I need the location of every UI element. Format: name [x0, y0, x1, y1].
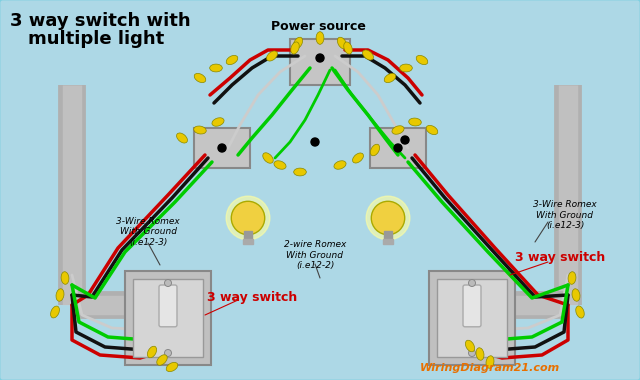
Ellipse shape [274, 161, 286, 169]
Ellipse shape [568, 272, 576, 284]
FancyBboxPatch shape [244, 231, 252, 240]
FancyBboxPatch shape [370, 128, 426, 168]
Circle shape [468, 350, 476, 356]
Ellipse shape [392, 126, 404, 134]
Circle shape [366, 196, 410, 240]
Ellipse shape [194, 73, 206, 82]
Circle shape [468, 280, 476, 287]
Ellipse shape [210, 64, 222, 72]
Ellipse shape [400, 64, 412, 72]
Ellipse shape [291, 42, 300, 54]
Ellipse shape [226, 55, 238, 65]
Ellipse shape [267, 51, 277, 61]
Text: multiple light: multiple light [28, 30, 164, 48]
FancyBboxPatch shape [383, 239, 394, 244]
Circle shape [394, 144, 402, 152]
Ellipse shape [476, 348, 484, 360]
Text: Power source: Power source [271, 20, 365, 33]
FancyBboxPatch shape [159, 285, 177, 327]
Ellipse shape [177, 133, 188, 143]
FancyBboxPatch shape [463, 285, 481, 327]
Ellipse shape [344, 42, 352, 54]
Ellipse shape [194, 126, 206, 134]
Circle shape [371, 201, 404, 235]
Ellipse shape [486, 356, 494, 368]
Ellipse shape [212, 118, 224, 126]
Text: 3 way switch: 3 way switch [207, 291, 297, 304]
Ellipse shape [337, 37, 347, 49]
Text: 3 way switch with: 3 way switch with [10, 12, 191, 30]
Text: 2-wire Romex
With Ground
(i.e12-2): 2-wire Romex With Ground (i.e12-2) [284, 240, 346, 270]
Ellipse shape [263, 153, 273, 163]
Text: WiringDiagram21.com: WiringDiagram21.com [420, 363, 560, 373]
Ellipse shape [316, 32, 324, 44]
Ellipse shape [157, 355, 167, 365]
FancyBboxPatch shape [243, 239, 253, 244]
Ellipse shape [51, 306, 60, 318]
FancyBboxPatch shape [133, 279, 203, 357]
Ellipse shape [147, 346, 157, 358]
Circle shape [316, 54, 324, 62]
Ellipse shape [576, 306, 584, 318]
Ellipse shape [371, 144, 380, 156]
Text: 3 way switch: 3 way switch [515, 252, 605, 264]
Circle shape [164, 350, 172, 356]
FancyBboxPatch shape [194, 128, 250, 168]
Ellipse shape [465, 340, 475, 352]
Ellipse shape [426, 125, 438, 135]
Ellipse shape [363, 50, 373, 60]
Ellipse shape [572, 289, 580, 301]
Ellipse shape [61, 272, 69, 284]
Ellipse shape [416, 55, 428, 65]
Circle shape [231, 201, 265, 235]
Ellipse shape [409, 118, 421, 126]
Ellipse shape [294, 168, 307, 176]
Ellipse shape [56, 289, 64, 301]
Ellipse shape [384, 73, 396, 82]
Ellipse shape [353, 153, 364, 163]
Ellipse shape [334, 161, 346, 169]
FancyBboxPatch shape [384, 231, 392, 240]
Circle shape [218, 144, 226, 152]
Circle shape [311, 138, 319, 146]
FancyBboxPatch shape [290, 39, 350, 85]
Circle shape [401, 136, 409, 144]
Text: 3-Wire Romex
With Ground
(i.e12-3): 3-Wire Romex With Ground (i.e12-3) [116, 217, 180, 247]
FancyBboxPatch shape [429, 271, 515, 365]
Ellipse shape [166, 363, 178, 372]
Text: 3-Wire Romex
With Ground
(i.e12-3): 3-Wire Romex With Ground (i.e12-3) [533, 200, 597, 230]
Circle shape [226, 196, 270, 240]
Ellipse shape [293, 37, 303, 49]
FancyBboxPatch shape [437, 279, 507, 357]
FancyBboxPatch shape [125, 271, 211, 365]
Circle shape [164, 280, 172, 287]
